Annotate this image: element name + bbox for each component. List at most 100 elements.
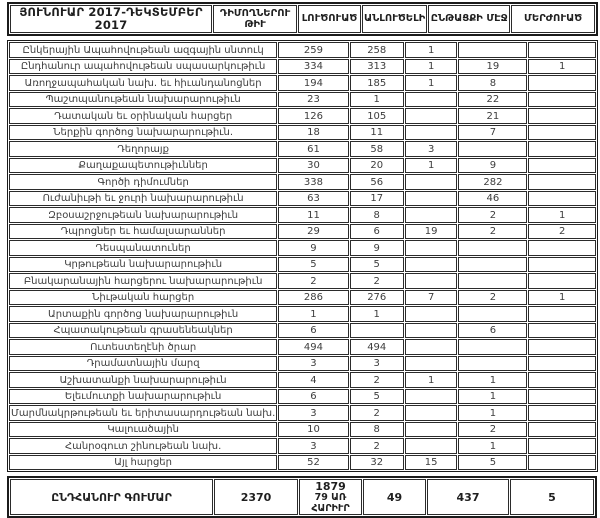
column-header-solved: ԼՈՒԾՈՒԱԾ <box>298 5 361 34</box>
row-value: 5 <box>349 256 404 273</box>
row-value: 5 <box>458 454 528 471</box>
table-row: Այլ հարցեր 52 32 15 5 <box>9 454 596 471</box>
row-value: 30 <box>278 157 349 174</box>
row-label: Ընկերային Ապահովութեան ազգային սնտուկ <box>9 42 278 58</box>
row-value: 1 <box>404 42 458 58</box>
header-row: ՅՈՒՆՈՒԱՐ 2017-ԴԵԿՏԵՄԲԵՐ 2017 ԴԻՄՈՂՆԵՐՈՒ … <box>10 5 595 34</box>
row-label: Աշխատանքի նախարարութիւն <box>9 372 278 388</box>
row-value: 258 <box>349 42 404 58</box>
row-value: 276 <box>349 289 404 306</box>
table-row: Դեսպանատուներ 9 9 <box>9 240 596 256</box>
row-value <box>404 190 458 207</box>
row-value <box>404 438 458 454</box>
row-value <box>528 240 596 256</box>
row-value <box>528 141 596 157</box>
row-value: 313 <box>349 58 404 75</box>
row-value <box>349 322 404 339</box>
row-value <box>458 141 528 157</box>
row-value: 1 <box>349 91 404 108</box>
table-body-rows: Ընկերային Ապահովութեան ազգային սնտուկ 259… <box>9 42 596 471</box>
row-value: 6 <box>458 322 528 339</box>
row-label: Կալուածային <box>9 421 278 438</box>
row-value: 6 <box>278 322 349 339</box>
row-value: 3 <box>278 438 349 454</box>
row-value <box>404 355 458 372</box>
total-solved-cell: 1879 79 ԱՌ ՀԱՐԻՒՐ <box>299 479 362 516</box>
row-label: Առողջապահական նախ. եւ հիւանդանոցներ <box>9 75 278 91</box>
row-value <box>404 207 458 223</box>
row-label: Կրթութեան նախարարութիւն <box>9 256 278 273</box>
row-value: 7 <box>458 124 528 141</box>
row-value <box>404 91 458 108</box>
row-label: Ուժանիւթի եւ ջուրի նախարարութիւն <box>9 190 278 207</box>
row-value: 11 <box>278 207 349 223</box>
row-value: 1 <box>528 58 596 75</box>
row-value: 21 <box>458 108 528 124</box>
row-value: 3 <box>278 405 349 421</box>
row-value <box>404 322 458 339</box>
row-value: 56 <box>349 174 404 190</box>
row-value: 8 <box>349 421 404 438</box>
row-value <box>528 339 596 355</box>
table-row: Գործի դիմումներ 338 56 282 <box>9 174 596 190</box>
table-row: Ընդհանուր ապահովութեան սպասարկութիւն 334 3… <box>9 58 596 75</box>
row-value: 20 <box>349 157 404 174</box>
row-value: 126 <box>278 108 349 124</box>
table-row: Աշխատանքի նախարարութիւն 4 2 1 1 <box>9 372 596 388</box>
row-value: 32 <box>349 454 404 471</box>
row-value: 5 <box>349 388 404 405</box>
row-label: Ընդհանուր ապահովութեան սպասարկութիւն <box>9 58 278 75</box>
row-value: 105 <box>349 108 404 124</box>
row-value: 63 <box>278 190 349 207</box>
table-row: Նիւթական հարցեր 286 276 7 2 1 <box>9 289 596 306</box>
row-value: 10 <box>278 421 349 438</box>
row-value: 15 <box>404 454 458 471</box>
table-row: Դեղորայք 61 58 3 <box>9 141 596 157</box>
row-value: 282 <box>458 174 528 190</box>
row-value: 1 <box>458 405 528 421</box>
row-value <box>528 454 596 471</box>
row-value: 18 <box>278 124 349 141</box>
table-row: Արտաքին գործոց նախարարութիւն 1 1 <box>9 306 596 322</box>
row-value: 7 <box>404 289 458 306</box>
row-value <box>528 174 596 190</box>
table-row: Զբօսաշրջութեան նախարարութիւն 11 8 2 1 <box>9 207 596 223</box>
table-row: Ելեւմուտքի նախարարութիւն 6 5 1 <box>9 388 596 405</box>
row-value <box>458 306 528 322</box>
table-row: Մարմնակրթութեան եւ երիտասարդութեան նախ. 3… <box>9 405 596 421</box>
row-label: Գործի դիմումներ <box>9 174 278 190</box>
row-value: 259 <box>278 42 349 58</box>
row-value: 286 <box>278 289 349 306</box>
row-value: 29 <box>278 223 349 240</box>
row-value: 19 <box>458 58 528 75</box>
row-value: 8 <box>458 75 528 91</box>
row-value <box>404 339 458 355</box>
row-value: 1 <box>278 306 349 322</box>
row-value: 2 <box>458 207 528 223</box>
column-header-rejected: ՄԵՐԺՈՒԱԾ <box>511 5 595 34</box>
row-label: Դպրոցներ եւ համալսարաններ <box>9 223 278 240</box>
row-value: 3 <box>278 355 349 372</box>
row-value: 1 <box>404 157 458 174</box>
row-value: 5 <box>278 256 349 273</box>
row-value: 1 <box>404 75 458 91</box>
row-value: 334 <box>278 58 349 75</box>
row-value: 494 <box>278 339 349 355</box>
row-value: 2 <box>528 223 596 240</box>
row-value: 1 <box>458 372 528 388</box>
row-value: 46 <box>458 190 528 207</box>
table-row: Կալուածային 10 8 2 <box>9 421 596 438</box>
total-label: ԸՆԴՀԱՆՈՒՐ ԳՈՒՄԱՐ <box>10 479 213 516</box>
row-label: Ուտեստեղէնի ծրար <box>9 339 278 355</box>
row-value: 194 <box>278 75 349 91</box>
row-value <box>404 421 458 438</box>
row-value <box>528 91 596 108</box>
row-value <box>458 42 528 58</box>
row-label: Քաղաքապետութիւններ <box>9 157 278 174</box>
row-value <box>404 124 458 141</box>
row-value: 2 <box>349 438 404 454</box>
row-value: 2 <box>458 421 528 438</box>
row-value <box>404 405 458 421</box>
column-header-in-progress: ԸՆԹԱՑՔԻ ՄԷՋ <box>428 5 511 34</box>
row-label: Հպատակութեան գրասենեակներ <box>9 322 278 339</box>
